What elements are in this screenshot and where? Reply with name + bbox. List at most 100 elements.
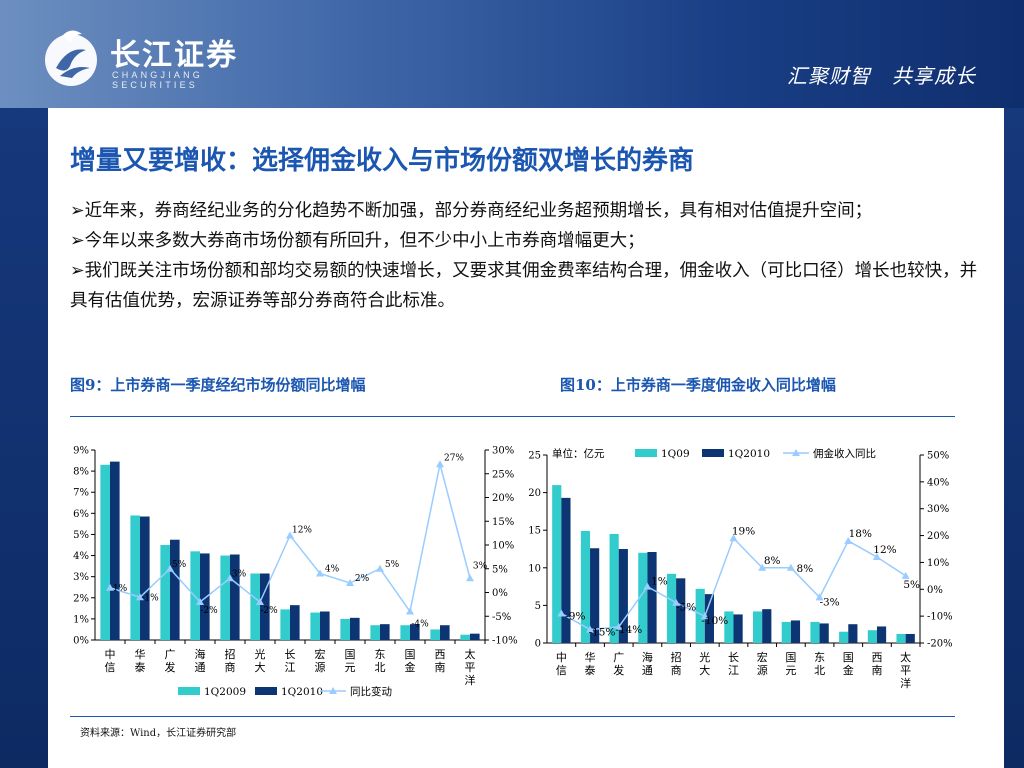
point-label: 3% [232, 569, 247, 579]
bar-series-b [905, 633, 915, 643]
unit-label: 单位：亿元 [552, 447, 605, 460]
point-label: 1% [651, 576, 668, 588]
bar-series-a [867, 630, 877, 643]
category-label: 海通 [642, 650, 653, 677]
right-tick-label: 40% [927, 477, 949, 488]
bar-series-b [647, 552, 657, 643]
line-point [557, 609, 566, 617]
bar-series-b [140, 516, 150, 640]
right-tick-label: 25% [492, 469, 514, 480]
slide-title: 增量又要增收：选择佣金收入与市场份额双增长的券商 [70, 146, 695, 176]
category-label: 广发 [165, 648, 176, 674]
line-point [758, 563, 767, 571]
category-label: 招商 [671, 650, 682, 677]
left-tick-label: 25 [528, 451, 541, 462]
legend-label: 佣金收入同比 [813, 447, 876, 460]
bar-series-a [839, 631, 849, 643]
bar-series-a [160, 545, 170, 640]
line-point [901, 571, 910, 579]
legend-label: 1Q2010 [728, 448, 770, 460]
legend-label: 1Q2009 [204, 686, 246, 698]
bar-series-b [876, 626, 887, 643]
right-tick-label: 0% [927, 585, 943, 596]
right-tick-label: 15% [492, 517, 514, 528]
left-tick-label: 3% [73, 572, 89, 583]
right-tick-label: 20% [927, 531, 949, 542]
category-label: 招商 [225, 647, 236, 674]
left-tick-label: 20 [528, 488, 541, 499]
bar-series-a [340, 618, 350, 640]
bar-series-b [230, 554, 240, 640]
bar-series-a [896, 633, 906, 643]
legend-swatch [702, 449, 724, 457]
left-tick-label: 5 [535, 601, 541, 612]
left-tick-label: 9% [73, 446, 89, 457]
bar-series-a [250, 573, 260, 640]
bar-series-a [220, 555, 230, 640]
right-tick-label: 10% [927, 558, 949, 569]
bar-series-b [733, 614, 743, 643]
bar-series-b [440, 625, 450, 640]
bar-series-a [609, 533, 619, 643]
left-tick-label: 7% [73, 488, 89, 499]
line-point [815, 593, 824, 601]
source-note: 资料来源：Wind，长江证券研究部 [80, 728, 237, 739]
line-point [316, 569, 324, 577]
point-label: 12% [873, 544, 896, 556]
category-label: 海通 [195, 647, 206, 674]
right-tick-label: -5% [492, 612, 511, 623]
bar-series-b [819, 623, 829, 643]
bar-series-b [561, 497, 571, 643]
point-label: -1% [141, 593, 159, 603]
point-label: -9% [565, 610, 585, 622]
left-decor-bar [0, 108, 48, 768]
left-tick-label: 1% [73, 614, 89, 625]
point-label: 1% [113, 584, 128, 594]
top-divider [70, 416, 955, 417]
legend-label: 同比变动 [350, 685, 392, 698]
bar-series-a [400, 625, 410, 640]
category-label: 太平洋 [465, 648, 476, 687]
bar-series-b [590, 548, 600, 643]
left-tick-label: 10 [528, 563, 541, 574]
left-tick-label: 8% [73, 467, 89, 478]
point-label: -14% [615, 624, 642, 636]
slogan: 汇聚财智 共享成长 [787, 64, 976, 88]
line-point [586, 625, 595, 633]
legend-swatch [178, 687, 200, 695]
category-label: 国元 [785, 651, 796, 677]
right-tick-label: 5% [492, 564, 508, 575]
figure-10-title: 图10：上市券商一季度佣金收入同比增幅 [560, 376, 836, 394]
category-label: 东北 [814, 651, 825, 677]
figure-9-title: 图9：上市券商一季度经纪市场份额同比增幅 [70, 376, 366, 394]
line-point [166, 564, 174, 572]
legend-marker [329, 687, 337, 694]
bullet-item: ➢近年来，券商经纪业务的分化趋势不断加强，部分券商经纪业务超预期增长，具有相对估… [70, 201, 873, 221]
line-point [346, 579, 354, 586]
bar-series-a [781, 621, 791, 643]
category-label: 东北 [375, 648, 386, 674]
chart-commission-income: 0 5 10 15 20 25 -20% -10% 0% 10% 20% 30% 40% 50% 中信华泰广… [528, 447, 952, 690]
line-point [786, 563, 795, 571]
left-tick-label: 4% [73, 551, 89, 562]
bar-series-b [790, 620, 801, 643]
bar-series-b [410, 624, 420, 640]
header-banner: 长江证券 CHANGJIANG SECURITIES 汇聚财智 共享成长 [0, 0, 1024, 108]
legend-label: 1Q2010 [281, 686, 323, 698]
point-label: 5% [172, 560, 187, 570]
bar-series-a [638, 552, 648, 643]
bar-series-b [470, 633, 480, 640]
point-label: 4% [325, 565, 340, 575]
bar-series-a [552, 485, 562, 643]
line-point [256, 598, 264, 605]
left-tick-label: 6% [73, 509, 89, 520]
category-label: 中信 [556, 651, 567, 677]
bottom-divider [70, 716, 955, 717]
line-point [436, 460, 444, 468]
category-label: 光大 [699, 650, 710, 677]
category-label: 华泰 [585, 650, 596, 677]
point-label: 5% [385, 560, 400, 570]
point-label: -2% [200, 606, 218, 616]
point-label: -3% [819, 596, 839, 608]
bar-series-b [704, 594, 714, 643]
